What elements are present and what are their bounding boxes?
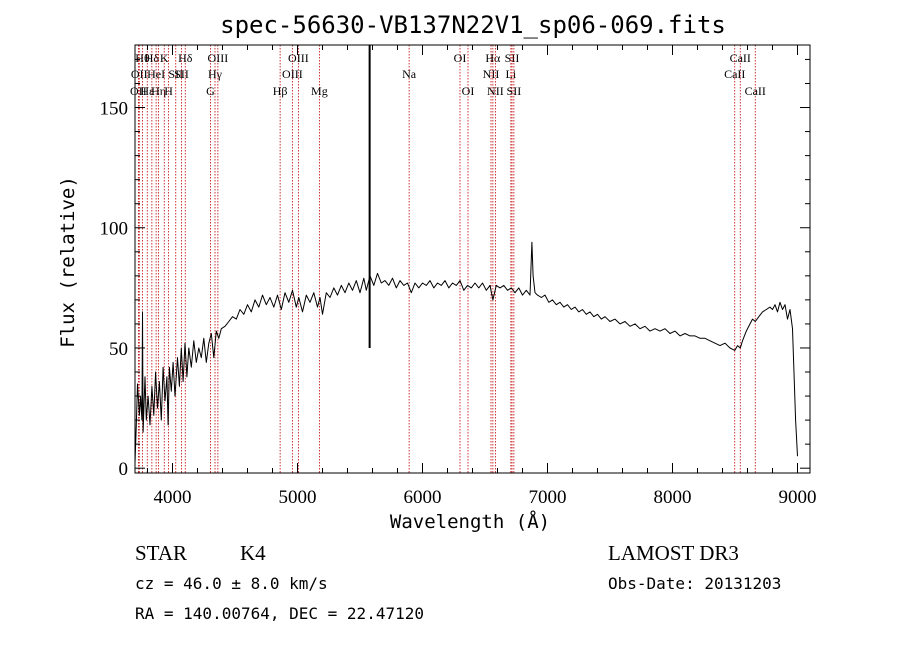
line-marker-label: CaII xyxy=(730,51,751,65)
line-marker-label: OI xyxy=(462,84,475,98)
chart-title: spec-56630-VB137N22V1_sp06-069.fits xyxy=(220,11,726,39)
x-tick-label: 4000 xyxy=(154,487,192,508)
x-tick-label: 5000 xyxy=(279,487,317,508)
line-marker-label: G xyxy=(206,84,215,98)
object-class: STAR xyxy=(135,541,187,565)
y-tick-label: 0 xyxy=(119,459,129,480)
line-marker-label: Hδ xyxy=(145,51,160,65)
y-tick-label: 100 xyxy=(100,219,129,240)
axes: 4000 5000 6000 7000 8000 9000 0 50 100 150 xyxy=(100,45,817,508)
line-marker-label: OI xyxy=(454,51,467,65)
line-marker-label: Na xyxy=(402,67,417,81)
line-marker-label: SII xyxy=(505,51,520,65)
line-marker-label: Hα xyxy=(485,51,501,65)
line-marker-label: OIII xyxy=(282,67,303,81)
line-marker-label: Hθ xyxy=(135,51,150,65)
x-tick-label: 8000 xyxy=(654,487,692,508)
spectrum-series-flux xyxy=(134,241,798,464)
line-marker-label: SII xyxy=(168,67,183,81)
line-marker-label: CaII xyxy=(724,67,745,81)
line-marker-label: Hη xyxy=(151,84,166,98)
x-tick-label: 7000 xyxy=(529,487,567,508)
line-marker-label: NII xyxy=(487,84,504,98)
line-marker-label: OIII xyxy=(288,51,309,65)
spectral-line-markers: OIIOIIHθHεHδHeIHηKHSIISIIHδGHγOIIIHβOIII… xyxy=(130,45,766,473)
redshift-velocity: cz = 46.0 ± 8.0 km/s xyxy=(135,574,328,593)
line-marker-label: CaII xyxy=(745,84,766,98)
line-marker-label: SII xyxy=(174,67,189,81)
plot-frame xyxy=(134,44,811,474)
line-marker-label: Hγ xyxy=(208,67,223,81)
y-axis-label: Flux (relative) xyxy=(57,176,79,348)
line-marker-label: NII xyxy=(483,67,500,81)
object-subclass: K4 xyxy=(240,541,266,565)
line-marker-label: HeI xyxy=(147,67,165,81)
line-marker-label: Mg xyxy=(311,84,328,98)
line-marker-label: SII xyxy=(507,84,522,98)
y-tick-label: 50 xyxy=(109,339,128,360)
line-marker-label: OII xyxy=(131,67,148,81)
x-tick-label: 6000 xyxy=(404,487,442,508)
line-marker-label: Hβ xyxy=(273,84,288,98)
y-tick-label: 150 xyxy=(100,99,129,120)
survey-name: LAMOST DR3 xyxy=(608,541,739,565)
line-marker-label: Hε xyxy=(140,84,154,98)
sky-coordinates: RA = 140.00764, DEC = 22.47120 xyxy=(135,604,424,623)
line-marker-label: OIII xyxy=(208,51,229,65)
line-marker-label: H xyxy=(164,84,173,98)
line-marker-label: Hδ xyxy=(178,51,193,65)
line-marker-label: K xyxy=(160,51,169,65)
x-tick-label: 9000 xyxy=(779,487,817,508)
line-marker-label: Li xyxy=(506,67,517,81)
x-axis-label: Wavelength (Å) xyxy=(390,510,550,533)
spectrum-plot-area xyxy=(134,45,798,464)
observation-date: Obs-Date: 20131203 xyxy=(608,574,781,593)
